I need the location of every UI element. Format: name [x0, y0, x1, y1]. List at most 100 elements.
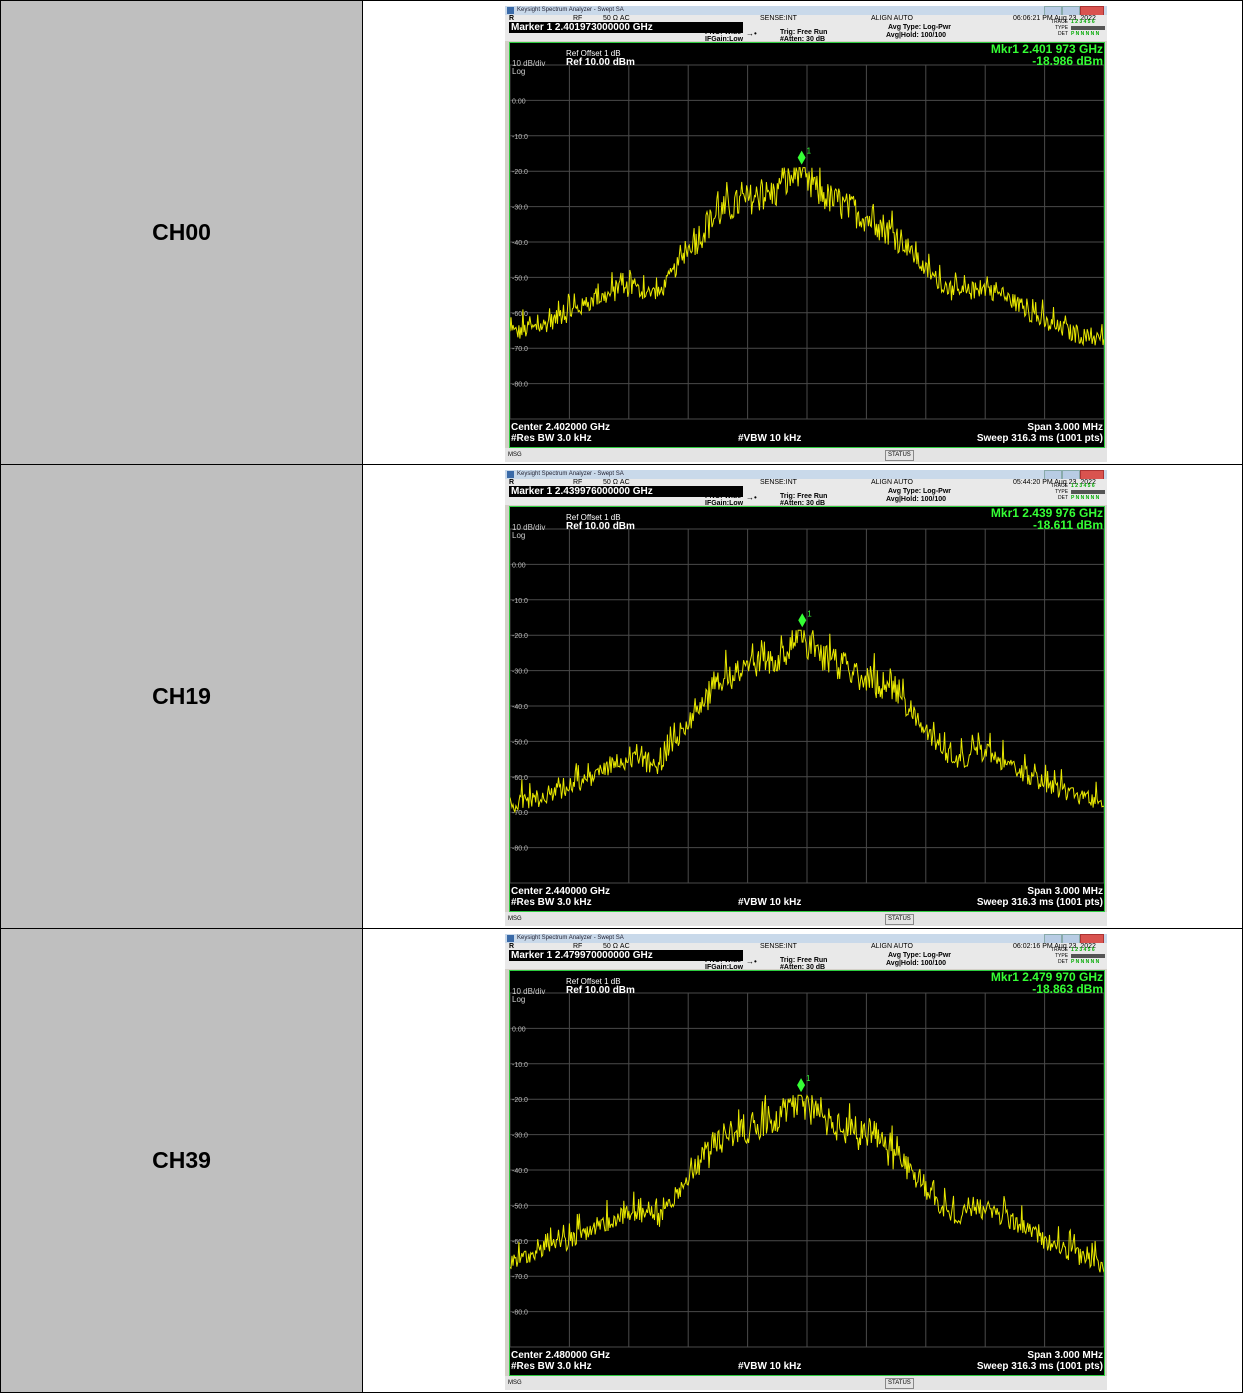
- trig-label: Trig: Free Run: [780, 956, 828, 964]
- marker-diamond-icon[interactable]: [798, 612, 807, 627]
- sweep-label: Sweep 316.3 ms (1001 pts): [976, 1360, 1103, 1372]
- type-indicator: [1071, 489, 1105, 494]
- window-title: Keysight Spectrum Analyzer - Swept SA: [517, 6, 624, 13]
- y-tick-label: 0.00: [512, 1026, 526, 1033]
- marker-level-readout: -18.986 dBm: [1032, 53, 1103, 68]
- center-frequency: Center 2.402000 GHz: [511, 421, 610, 433]
- msg-label: MSG: [508, 1379, 522, 1386]
- app-icon: [507, 934, 514, 942]
- atten-label: #Atten: 30 dB: [780, 499, 826, 507]
- timestamp: 05:44:20 PM Aug 23, 2022: [1013, 478, 1096, 486]
- spectrum-analyzer-window: Keysight Spectrum Analyzer - Swept SA R …: [505, 5, 1107, 462]
- trace-line: [510, 629, 1104, 814]
- screenshot-cell: Keysight Spectrum Analyzer - Swept SA R …: [362, 928, 1243, 1393]
- scale-label: 10 dB/div: [512, 986, 546, 996]
- marker-diamond-icon[interactable]: [797, 150, 806, 165]
- impedance-label: 50 Ω AC: [603, 478, 630, 486]
- res-bw-label: #Res BW 3.0 kHz: [511, 1360, 592, 1372]
- y-tick-label: -60.0: [512, 774, 528, 781]
- ref-level: Ref 10.00 dBm: [566, 56, 635, 68]
- status-label[interactable]: STATUS: [885, 1377, 914, 1389]
- graticule: [510, 64, 1104, 419]
- scale-label: 10 dB/div: [512, 522, 546, 532]
- status-bar: MSG STATUS: [505, 1375, 1107, 1390]
- span-label: Span 3.000 MHz: [1027, 1349, 1103, 1361]
- impedance-label: 50 Ω AC: [603, 942, 630, 950]
- app-icon: [507, 6, 514, 14]
- marker-level-readout: -18.611 dBm: [1032, 517, 1103, 532]
- y-tick-label: -40.0: [512, 1168, 528, 1175]
- spectrum-display: 0.00 -10.0 -20.0 -30.0 -40.0 -50.0 -60.0 -70.0 -…: [509, 41, 1105, 448]
- span-label: Span 3.000 MHz: [1027, 885, 1103, 897]
- avg-type-label: Avg Type: Log-Pwr: [888, 23, 951, 31]
- vbw-label: #VBW 10 kHz: [738, 1360, 802, 1372]
- marker-frequency-field[interactable]: Marker 1 2.439976000000 GHz: [509, 485, 743, 497]
- scale-type: Log: [512, 66, 526, 76]
- y-tick-label: -60.0: [512, 310, 528, 317]
- align-label: ALIGN AUTO: [871, 478, 913, 486]
- y-tick-label: -80.0: [512, 1309, 528, 1316]
- status-label[interactable]: STATUS: [885, 449, 914, 461]
- marker-frequency-readout: Mkr1 2.479 970 GHz: [990, 969, 1103, 984]
- arrow-icon: →•: [746, 956, 757, 966]
- ref-level: Ref 10.00 dBm: [566, 984, 635, 996]
- det-value: P N N N N N: [1071, 494, 1100, 501]
- spectrum-analyzer-window: Keysight Spectrum Analyzer - Swept SA R …: [505, 469, 1107, 926]
- y-tick-label: -50.0: [512, 275, 528, 282]
- screenshot-cell: Keysight Spectrum Analyzer - Swept SA R …: [362, 464, 1243, 929]
- channel-row: CH00 Keysight Spectrum Analyzer - Swept …: [0, 0, 1243, 465]
- marker-frequency-field[interactable]: Marker 1 2.479970000000 GHz: [509, 949, 743, 961]
- trig-label: Trig: Free Run: [780, 492, 828, 500]
- mode-r: R: [509, 478, 515, 486]
- channel-row: CH39 Keysight Spectrum Analyzer - Swept …: [0, 928, 1243, 1393]
- ref-offset: Ref Offset 1 dB: [566, 976, 621, 986]
- impedance-label: 50 Ω AC: [603, 14, 630, 22]
- trace-indicator: TRACE 1 2 3 4 5 6 TYPE DET P N N N N N: [1051, 482, 1105, 505]
- scale-type: Log: [512, 530, 526, 540]
- status-bar: MSG STATUS: [505, 911, 1107, 926]
- res-bw-label: #Res BW 3.0 kHz: [511, 432, 592, 444]
- msg-label: MSG: [508, 915, 522, 922]
- y-tick-label: -70.0: [512, 810, 528, 817]
- det-value: P N N N N N: [1071, 958, 1100, 965]
- res-bw-label: #Res BW 3.0 kHz: [511, 896, 592, 908]
- marker-frequency-field[interactable]: Marker 1 2.401973000000 GHz: [509, 21, 743, 33]
- y-tick-label: -10.0: [512, 1061, 528, 1068]
- rf-label: RF: [573, 14, 583, 22]
- y-tick-label: -30.0: [512, 1132, 528, 1139]
- sense-label: SENSE:INT: [760, 14, 797, 22]
- y-tick-label: -60.0: [512, 1238, 528, 1245]
- type-indicator: [1071, 953, 1105, 958]
- window-titlebar: Keysight Spectrum Analyzer - Swept SA: [505, 469, 1107, 480]
- align-label: ALIGN AUTO: [871, 14, 913, 22]
- y-tick-label: -80.0: [512, 381, 528, 388]
- avg-hold-label: Avg|Hold: 100/100: [886, 959, 947, 967]
- atten-label: #Atten: 30 dB: [780, 35, 826, 43]
- align-label: ALIGN AUTO: [871, 942, 913, 950]
- y-tick-labels: 0.00 -10.0 -20.0 -30.0 -40.0 -50.0 -60.0 -70.0 -…: [512, 562, 528, 852]
- app-icon: [507, 470, 514, 478]
- trace-indicator: TRACE 1 2 3 4 5 6 TYPE DET P N N N N N: [1051, 19, 1105, 41]
- y-tick-labels: 0.00 -10.0 -20.0 -30.0 -40.0 -50.0 -60.0 -70.0 -…: [512, 1026, 528, 1316]
- status-label[interactable]: STATUS: [885, 913, 914, 925]
- marker-diamond-icon[interactable]: [797, 1077, 806, 1092]
- pno-label: PNO: Wide: [705, 956, 742, 964]
- graticule: [510, 992, 1104, 1347]
- scale-label: 10 dB/div: [512, 58, 546, 68]
- y-tick-label: -80.0: [512, 845, 528, 852]
- trace-digits: 1 2 3 4 5 6: [1071, 482, 1095, 489]
- type-indicator: [1071, 25, 1105, 30]
- status-bar: MSG STATUS: [505, 447, 1107, 462]
- msg-label: MSG: [508, 451, 522, 458]
- span-label: Span 3.000 MHz: [1027, 421, 1103, 433]
- ifgain-label: IFGain:Low: [705, 35, 744, 43]
- trace-label: TRACE: [1051, 946, 1068, 953]
- ifgain-label: IFGain:Low: [705, 963, 744, 971]
- marker-level-readout: -18.863 dBm: [1032, 981, 1103, 996]
- sense-label: SENSE:INT: [760, 942, 797, 950]
- type-label: TYPE: [1055, 952, 1069, 959]
- scale-type: Log: [512, 994, 526, 1004]
- mode-r: R: [509, 14, 515, 22]
- ref-offset: Ref Offset 1 dB: [566, 512, 621, 522]
- settings-bar: R RF 50 Ω AC SENSE:INT ALIGN AUTO 05:44:…: [505, 478, 1107, 507]
